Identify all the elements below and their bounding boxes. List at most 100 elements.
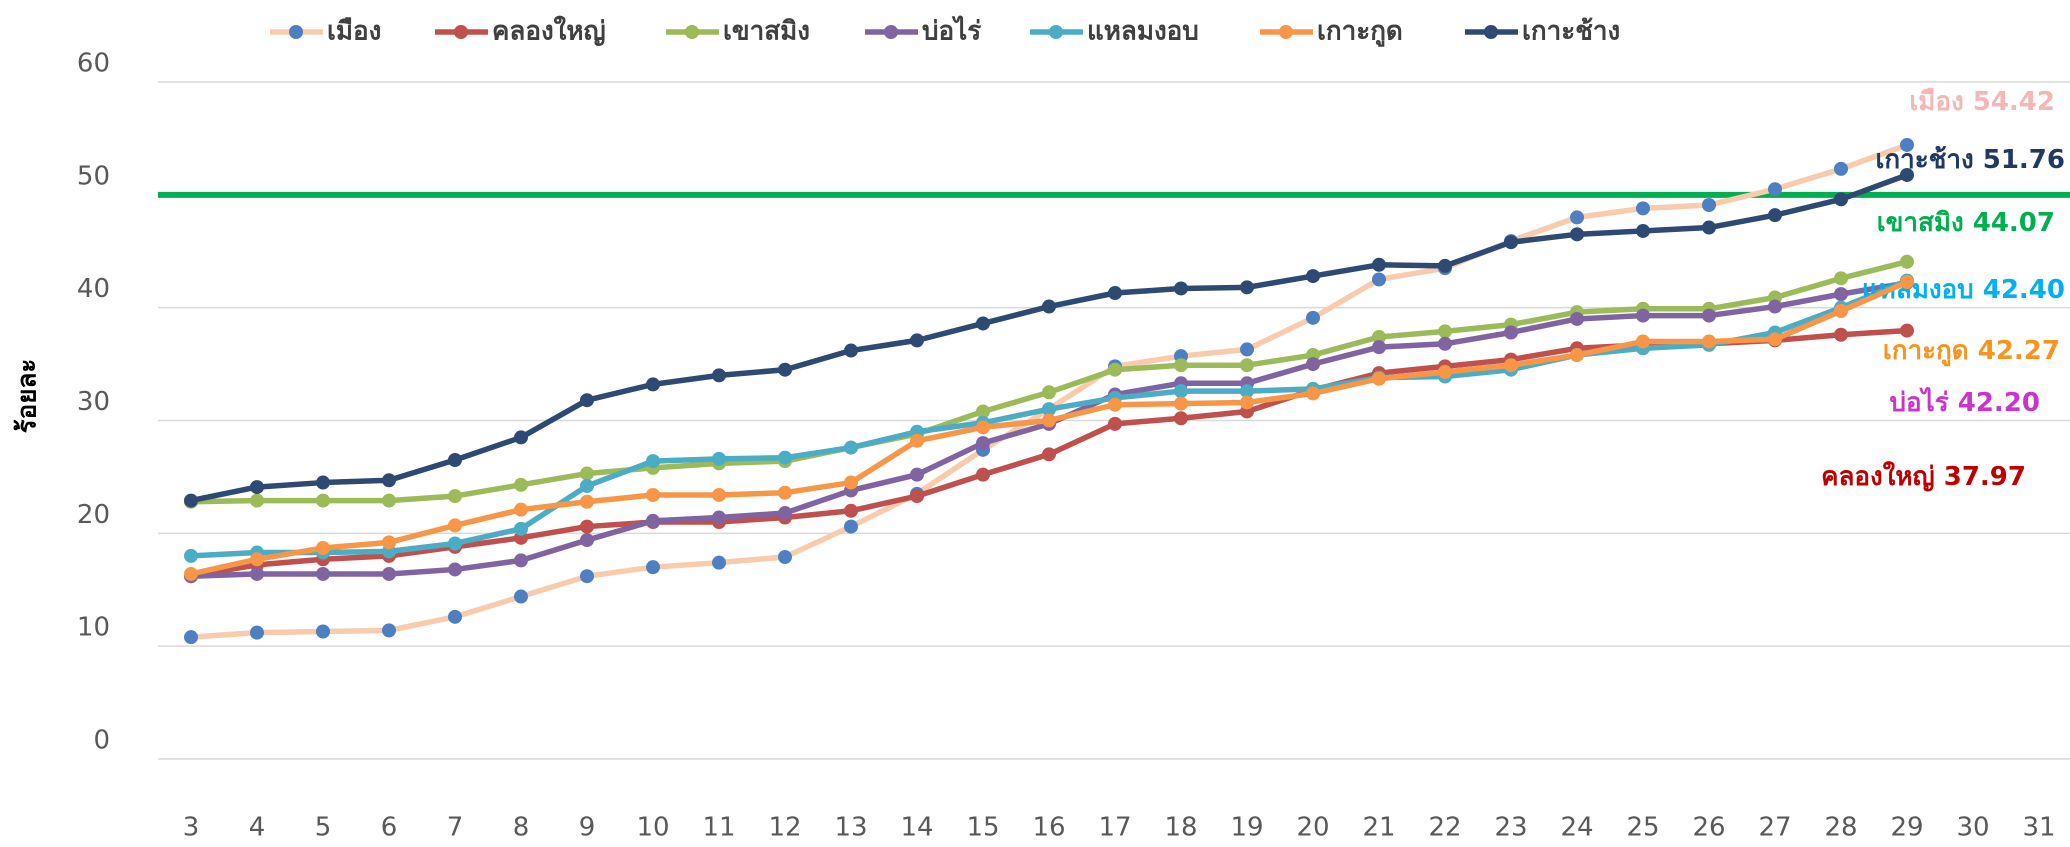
data-point — [448, 562, 462, 577]
x-tick-label: 24 — [1560, 813, 1593, 843]
data-point — [580, 519, 594, 534]
y-tick-label: 60 — [77, 49, 110, 79]
data-point — [580, 466, 594, 481]
end-label-name: บ่อไร่ — [1890, 386, 1949, 418]
data-point — [1504, 358, 1518, 373]
data-point — [1240, 358, 1254, 373]
legend-marker — [1484, 25, 1498, 39]
data-point — [646, 377, 660, 392]
data-point — [1636, 223, 1650, 238]
data-point — [1636, 201, 1650, 216]
x-tick-label: 5 — [315, 813, 332, 843]
data-point — [844, 343, 858, 358]
x-tick-label: 31 — [2022, 813, 2055, 843]
x-tick-label: 15 — [966, 813, 999, 843]
data-point — [1240, 280, 1254, 295]
data-point — [844, 475, 858, 490]
x-tick-label: 3 — [183, 813, 200, 843]
data-point — [976, 436, 990, 451]
data-point — [250, 625, 264, 640]
data-point — [778, 450, 792, 465]
data-point — [910, 433, 924, 448]
data-point — [1372, 371, 1386, 386]
data-point — [1900, 254, 1914, 269]
x-tick-label: 17 — [1098, 813, 1131, 843]
data-point — [514, 553, 528, 568]
data-point — [1438, 258, 1452, 273]
data-point — [514, 430, 528, 445]
data-point — [1834, 192, 1848, 207]
data-point — [1174, 358, 1188, 373]
end-label-name: เขาสมิง — [1877, 208, 1964, 238]
data-point — [448, 536, 462, 551]
data-point — [1702, 220, 1716, 235]
data-point — [250, 566, 264, 581]
data-point — [1306, 269, 1320, 284]
data-point — [1570, 348, 1584, 363]
x-tick-label: 4 — [249, 813, 266, 843]
data-point — [250, 493, 264, 508]
end-label: เกาะช้าง 51.76 — [1876, 145, 2065, 175]
legend-label: เมือง — [327, 17, 381, 47]
data-point — [1702, 308, 1716, 323]
data-point — [1570, 210, 1584, 225]
series-line — [190, 259, 1908, 505]
data-point — [910, 467, 924, 482]
data-point — [1174, 281, 1188, 296]
x-tick-label: 19 — [1230, 813, 1263, 843]
x-tick-label: 30 — [1956, 813, 1989, 843]
data-point — [514, 502, 528, 517]
data-point — [1042, 385, 1056, 400]
data-point — [976, 420, 990, 435]
end-label-value: 44.07 — [1973, 208, 2055, 238]
data-point — [316, 541, 330, 556]
data-point — [316, 566, 330, 581]
end-label-value: 51.76 — [1983, 145, 2065, 175]
legend-label: เกาะช้าง — [1522, 17, 1620, 47]
data-point — [1834, 327, 1848, 342]
data-point — [1702, 334, 1716, 349]
end-label-name: คลองใหญ่ — [1821, 461, 1935, 492]
data-point — [1636, 308, 1650, 323]
y-tick-label: 30 — [77, 387, 110, 417]
data-point — [1900, 275, 1914, 290]
data-point — [1900, 167, 1914, 182]
data-point — [976, 316, 990, 331]
data-point — [184, 566, 198, 581]
data-point — [1834, 287, 1848, 302]
data-point — [514, 521, 528, 536]
y-axis-title: ร้อยละ — [13, 359, 43, 434]
data-point — [1372, 272, 1386, 287]
data-point — [316, 475, 330, 490]
end-label-value: 37.97 — [1944, 462, 2026, 492]
data-point — [1768, 182, 1782, 197]
data-point — [1438, 336, 1452, 351]
data-point — [1306, 386, 1320, 401]
data-point — [1768, 299, 1782, 314]
x-tick-label: 9 — [579, 813, 596, 843]
y-tick-label: 50 — [77, 161, 110, 191]
legend-label: บ่อไร่ — [922, 15, 981, 47]
data-point — [382, 566, 396, 581]
data-point — [1372, 340, 1386, 355]
legend-label: คลองใหญ่ — [492, 16, 606, 47]
x-tick-label: 21 — [1362, 813, 1395, 843]
data-point — [778, 550, 792, 565]
data-point — [580, 533, 594, 548]
data-point — [1372, 257, 1386, 272]
data-point — [1042, 402, 1056, 417]
data-point — [1306, 357, 1320, 372]
data-point — [646, 454, 660, 469]
legend-label: แหลมงอบ — [1087, 17, 1199, 47]
x-tick-label: 29 — [1890, 813, 1923, 843]
data-point — [250, 552, 264, 567]
x-tick-label: 22 — [1428, 813, 1461, 843]
x-tick-label: 25 — [1626, 813, 1659, 843]
x-tick-label: 10 — [636, 813, 669, 843]
data-point — [844, 519, 858, 534]
data-point — [184, 493, 198, 508]
data-point — [712, 487, 726, 502]
y-tick-label: 10 — [77, 613, 110, 643]
data-point — [580, 393, 594, 408]
